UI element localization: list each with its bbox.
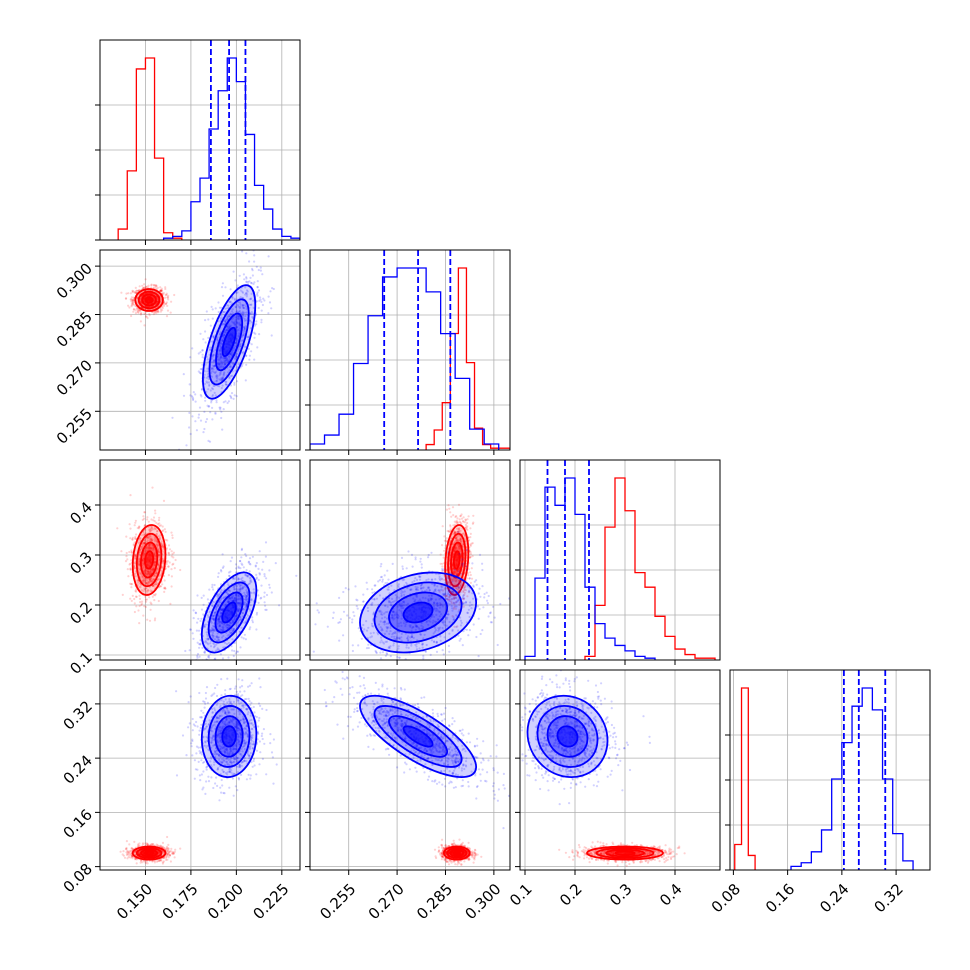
x-tick-label: 0.255 [316, 880, 359, 923]
x-tick-label: 0.32 [871, 880, 907, 916]
hist-panel-1 [310, 250, 510, 450]
contours-series-1 [526, 694, 609, 779]
scatter-panel-3-0-grid [100, 670, 300, 870]
histogram-series-1 [790, 687, 914, 870]
hist-panel-1-grid [310, 250, 510, 450]
scatter-points-series-1 [312, 530, 510, 660]
scatter-panel-3-2-frame [519, 669, 721, 871]
density-series-1 [201, 572, 257, 653]
hist-panel-0-grid [100, 40, 300, 240]
contours-series-1 [200, 571, 258, 654]
hist-panel-1-frame [309, 249, 511, 451]
x-tick-label: 0.08 [708, 880, 744, 916]
frame-layer [95, 39, 931, 875]
y-tick-label: 0.270 [53, 356, 96, 399]
x-tick-label: 0.1 [506, 880, 536, 910]
scatter-panel-1-0 [120, 250, 275, 450]
contours-series-0 [586, 845, 664, 861]
data-layer [116, 40, 914, 870]
scatter-panel-1-0-grid [100, 250, 300, 450]
y-tick-label: 0.24 [60, 751, 96, 787]
contours-series-0 [131, 845, 167, 861]
scatter-points-series-1 [323, 670, 510, 830]
y-tick-label: 0.2 [66, 598, 96, 628]
scatter-panel-3-2 [520, 670, 686, 867]
y-tick-label: 0.285 [53, 308, 96, 351]
x-tick-label: 0.285 [413, 880, 456, 923]
scatter-panel-2-0-grid [100, 460, 300, 660]
hist-panel-3-grid [730, 670, 930, 870]
grid-layer [100, 40, 930, 870]
x-tick-label: 0.24 [816, 880, 852, 916]
x-tick-label: 0.225 [249, 880, 292, 923]
y-tick-label: 0.300 [53, 259, 96, 302]
scatter-panel-3-0-frame [99, 669, 301, 871]
contours-series-0 [442, 845, 471, 861]
y-tick-label: 0.32 [60, 697, 96, 733]
hist-panel-2-frame [519, 459, 721, 661]
hist-panel-0-frame [99, 39, 301, 241]
density-series-1 [359, 695, 477, 778]
histogram-series-0 [584, 477, 716, 660]
y-tick-label: 0.1 [66, 648, 96, 678]
contours-series-1 [359, 571, 478, 654]
hist-panel-3-frame [729, 669, 931, 871]
histogram-series-1 [524, 477, 656, 660]
contours-series-1 [359, 694, 478, 779]
x-tick-label: 0.150 [113, 880, 156, 923]
x-tick-label: 0.4 [656, 880, 686, 910]
y-tick-label: 0.08 [60, 860, 96, 896]
hist-panel-3 [734, 670, 914, 870]
contours-series-1 [202, 284, 257, 400]
hist-panel-2 [524, 460, 716, 660]
scatter-panel-2-0-frame [99, 459, 301, 661]
y-tick-label: 0.4 [66, 498, 96, 528]
scatter-panel-3-1 [323, 670, 510, 866]
contours-series-0 [131, 524, 167, 596]
histogram-series-1 [162, 57, 300, 240]
x-tick-label: 0.3 [606, 880, 636, 910]
density-series-1 [202, 285, 256, 399]
scatter-panel-3-1-frame [309, 669, 511, 871]
contours-series-1 [200, 694, 258, 779]
scatter-panel-3-0 [119, 677, 278, 865]
histogram-series-0 [117, 57, 183, 240]
x-tick-label: 0.270 [365, 880, 408, 923]
y-tick-label: 0.16 [60, 806, 96, 842]
density-series-1 [359, 572, 477, 653]
x-tick-label: 0.175 [159, 880, 202, 923]
scatter-panel-2-1-frame [309, 459, 511, 661]
scatter-panel-3-2-grid [520, 670, 720, 870]
y-tick-label: 0.3 [66, 548, 96, 578]
x-tick-label: 0.2 [556, 880, 586, 910]
scatter-panel-2-1 [312, 503, 510, 660]
x-tick-label: 0.300 [462, 880, 505, 923]
histogram-series-1 [310, 267, 500, 450]
scatter-panel-2-0 [116, 486, 298, 660]
hist-panel-2-grid [520, 460, 720, 660]
scatter-panel-1-0-frame [99, 249, 301, 451]
histogram-series-0 [734, 687, 756, 870]
hist-panel-0 [117, 40, 300, 240]
contours-series-0 [134, 288, 164, 312]
x-tick-label: 0.16 [762, 880, 798, 916]
y-tick-label: 0.255 [53, 405, 96, 448]
contours-series-0 [444, 524, 470, 596]
x-tick-label: 0.200 [204, 880, 247, 923]
histogram-series-0 [425, 267, 510, 450]
